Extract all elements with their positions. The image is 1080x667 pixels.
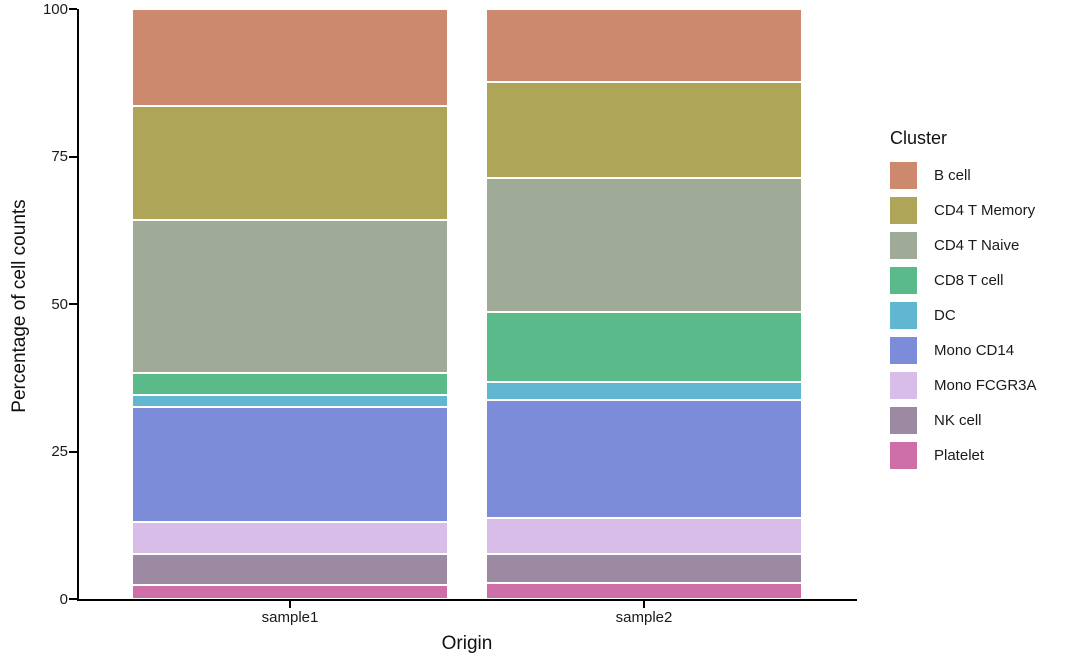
segment-sample2-b-cell: [486, 9, 802, 82]
legend-item-cd4-t-naive: CD4 T Naive: [890, 232, 1037, 259]
legend-swatch-icon: [890, 407, 917, 434]
bar-sample1: [132, 9, 448, 599]
legend-items: B cell CD4 T Memory CD4 T Naive CD8 T cell D…: [890, 162, 1037, 469]
legend-label: Platelet: [934, 447, 985, 464]
y-tick-label-25: 25: [51, 443, 68, 460]
legend-swatch-icon: [890, 337, 917, 364]
x-tick-label-sample1: sample1: [261, 609, 319, 626]
segment-sample2-platelet: [486, 583, 802, 599]
segment-sample1-dc: [132, 395, 448, 408]
segment-sample2-mono-cd14: [486, 399, 802, 518]
legend-swatch-icon: [890, 442, 917, 469]
y-tick-0: [69, 598, 77, 600]
legend-label: CD8 T cell: [934, 272, 1004, 289]
legend-swatch-icon: [890, 162, 917, 189]
segment-sample1-platelet: [132, 584, 448, 599]
legend-item-b-cell: B cell: [890, 162, 1037, 189]
y-tick-label-0: 0: [59, 590, 68, 608]
segment-sample1-mono-cd14: [132, 407, 448, 522]
segment-sample2-nk-cell: [486, 553, 802, 584]
segment-sample2-cd4-t-memory: [486, 81, 802, 179]
segment-sample2-cd8-t-cell: [486, 312, 802, 382]
segment-sample1-cd8-t-cell: [132, 373, 448, 396]
legend-swatch-icon: [890, 267, 917, 294]
legend-label: Mono CD14: [934, 342, 1015, 359]
segment-sample1-cd4-t-memory: [132, 105, 448, 221]
segment-sample2-mono-fcgr3a: [486, 517, 802, 554]
legend-label: CD4 T Naive: [934, 237, 1020, 254]
legend-item-dc: DC: [890, 302, 1037, 329]
legend-swatch-icon: [890, 302, 917, 329]
segment-sample1-nk-cell: [132, 554, 448, 585]
legend-label: CD4 T Memory: [934, 202, 1036, 219]
x-tick-sample1: [289, 601, 291, 608]
y-tick-label-50: 50: [51, 295, 68, 313]
x-axis-title: Origin: [441, 633, 493, 654]
legend-item-mono-cd14: Mono CD14: [890, 337, 1037, 364]
y-tick-75: [69, 155, 77, 158]
bar-sample2: [486, 9, 802, 599]
legend-item-cd8-t-cell: CD8 T cell: [890, 267, 1037, 294]
y-tick-label-75: 75: [51, 148, 68, 165]
x-tick-label-sample2: sample2: [615, 609, 673, 626]
y-tick-label-100: 100: [42, 0, 68, 18]
y-axis-line: [77, 9, 79, 601]
legend-item-mono-fcgr3a: Mono FCGR3A: [890, 372, 1037, 399]
legend-label: B cell: [934, 167, 971, 184]
y-tick-25: [69, 450, 77, 453]
legend: Cluster B cell CD4 T Memory CD4 T Naive CD8…: [890, 128, 1037, 477]
segment-sample2-cd4-t-naive: [486, 178, 802, 313]
legend-swatch-icon: [890, 232, 917, 259]
segment-sample2-dc: [486, 381, 802, 400]
legend-item-nk-cell: NK cell: [890, 407, 1037, 434]
x-axis-line: [77, 599, 857, 601]
legend-swatch-icon: [890, 197, 917, 224]
segment-sample1-mono-fcgr3a: [132, 521, 448, 555]
legend-label: Mono FCGR3A: [934, 377, 1037, 394]
legend-label: DC: [934, 307, 956, 324]
y-tick-100: [69, 8, 77, 10]
segment-sample1-b-cell: [132, 9, 448, 106]
legend-swatch-icon: [890, 372, 917, 399]
legend-title: Cluster: [890, 128, 948, 148]
x-tick-sample2: [643, 601, 645, 608]
y-tick-50: [69, 303, 77, 305]
legend-item-cd4-t-memory: CD4 T Memory: [890, 197, 1037, 224]
legend-item-platelet: Platelet: [890, 442, 1037, 469]
legend-label: NK cell: [934, 412, 982, 429]
segment-sample1-cd4-t-naive: [132, 220, 448, 373]
